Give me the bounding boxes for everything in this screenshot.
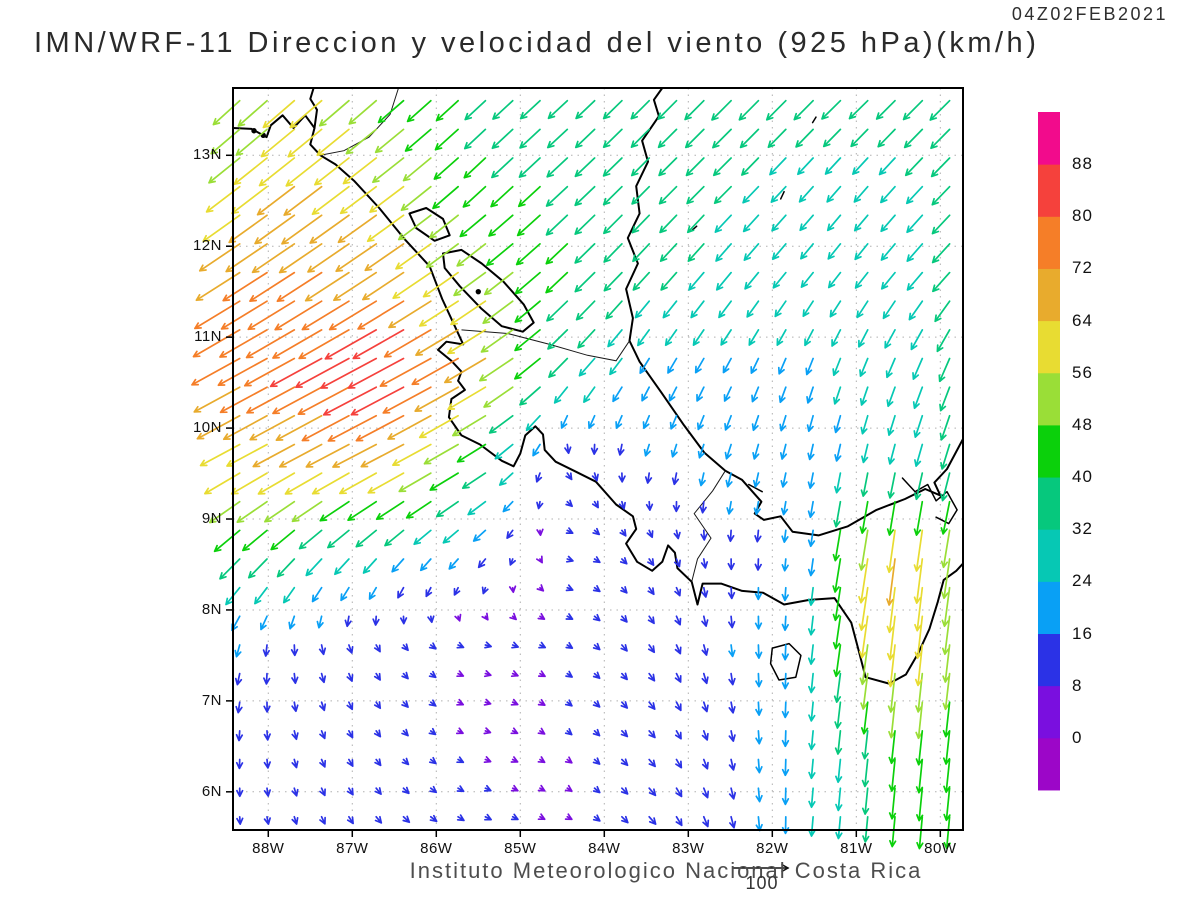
wind-vector-group <box>231 357 842 835</box>
colorbar-segment <box>1038 164 1060 217</box>
colorbar-segment <box>1038 424 1060 478</box>
lake-nicaragua <box>442 248 535 333</box>
lon-tick-label: 88W <box>252 840 285 857</box>
lat-tick-label: 12N <box>192 237 222 255</box>
colorbar-segment <box>1038 268 1060 322</box>
border-honduras-nicaragua <box>320 87 399 156</box>
wind-vector-group <box>454 528 573 821</box>
wind-vector-group <box>213 99 951 850</box>
country-borders <box>320 87 726 582</box>
colorbar-tick-label: 72 <box>1072 258 1093 278</box>
small-island-dot <box>251 128 257 134</box>
wind-vector-group <box>199 99 924 688</box>
colorbar-segment <box>1038 216 1060 269</box>
lon-tick-label: 81W <box>840 840 873 857</box>
colorbar-tick-label: 64 <box>1072 310 1093 330</box>
small-island-dot <box>475 288 481 295</box>
institution-caption: Instituto Meteorologico Nacional Costa R… <box>409 858 923 883</box>
colorbar-segment <box>1038 633 1060 687</box>
pacific-coast <box>232 114 964 685</box>
colorbar-segment <box>1038 112 1060 165</box>
lon-tick-label: 80W <box>924 840 957 857</box>
wind-vector-group <box>191 271 459 442</box>
gatun-lake-area <box>901 477 958 525</box>
chart-title: IMN/WRF-11 Direccion y velocidad del vie… <box>34 27 1040 59</box>
colorbar-tick-label: 16 <box>1072 623 1093 643</box>
border-nicaragua-costarica <box>461 329 630 362</box>
lat-tick-label: 9N <box>201 510 222 527</box>
colorbar-tick-label: 0 <box>1072 727 1083 747</box>
map-frame <box>232 87 964 831</box>
reference-vector-label: 100 <box>745 873 779 893</box>
lat-tick-label: 6N <box>201 782 222 800</box>
lat-tick-label: 11N <box>194 328 222 346</box>
colorbar-tick-label: 56 <box>1072 362 1093 382</box>
lon-tick-label: 84W <box>588 840 621 857</box>
lat-tick-label: 10N <box>192 419 222 437</box>
wind-vector-group <box>269 329 405 416</box>
lon-tick-label: 82W <box>756 840 789 857</box>
colorbar-segment <box>1038 372 1060 426</box>
colorbar-tick-label: 32 <box>1072 519 1093 539</box>
corn-island <box>691 225 698 231</box>
colorbar-tick-label: 88 <box>1072 154 1093 174</box>
wind-vectors <box>191 99 951 850</box>
colorbar-tick-label: 8 <box>1072 675 1083 695</box>
colorbar-segment <box>1038 477 1060 530</box>
lake-managua <box>408 207 451 242</box>
wind-vector-group <box>234 443 762 829</box>
axis-ticks <box>226 154 942 837</box>
colorbar-segment <box>1038 737 1060 791</box>
colorbar <box>1038 112 1060 791</box>
lon-tick-label: 87W <box>336 840 369 857</box>
degree-gridlines <box>233 88 963 830</box>
colorbar-tick-label: 40 <box>1072 467 1093 487</box>
colorbar-tick-label: 24 <box>1072 571 1093 591</box>
colorbar-segment <box>1038 685 1060 739</box>
colorbar-tick-label: 48 <box>1072 414 1093 434</box>
providencia-island <box>811 116 817 124</box>
reference-vector-arrow <box>732 863 790 873</box>
colorbar-segment <box>1038 581 1060 634</box>
wind-vector-group <box>219 99 951 843</box>
lat-tick-label: 13N <box>192 146 222 164</box>
lon-tick-label: 83W <box>672 840 705 857</box>
wind-vector-group <box>208 99 951 740</box>
lon-tick-label: 85W <box>504 840 537 857</box>
caribbean-coast <box>625 87 964 537</box>
wind-vector-group <box>225 157 924 840</box>
colorbar-segment <box>1038 529 1060 582</box>
colorbar-segment <box>1038 320 1060 374</box>
coastlines <box>232 87 964 685</box>
fonseca-honduras-coast <box>309 87 318 129</box>
lon-tick-label: 86W <box>420 840 453 857</box>
coiba-island <box>769 642 802 681</box>
border-costarica-panama <box>691 470 726 582</box>
lat-tick-label: 7N <box>201 691 222 709</box>
lat-tick-label: 8N <box>201 600 222 618</box>
valid-time-stamp: 04Z02FEB2021 <box>1011 4 1168 24</box>
san-andres-island <box>779 190 785 200</box>
bocas-islands <box>748 483 763 493</box>
colorbar-tick-label: 80 <box>1072 206 1093 226</box>
wind-vector-group <box>193 185 896 606</box>
